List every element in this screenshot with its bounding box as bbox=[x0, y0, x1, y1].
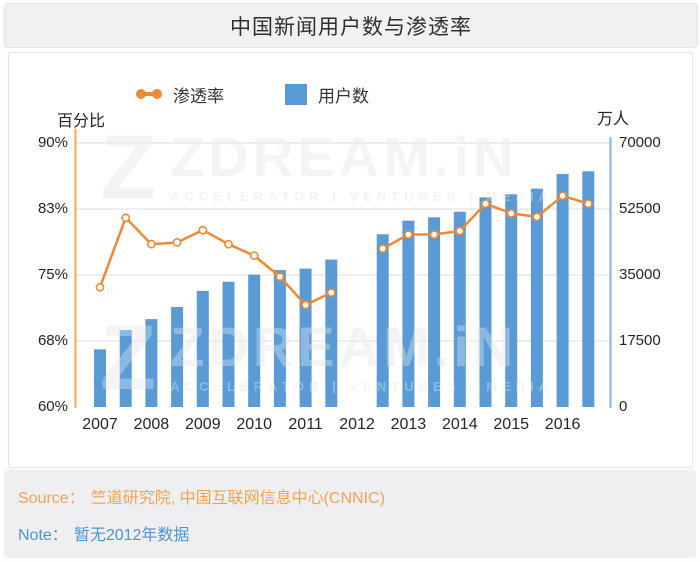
users-bar bbox=[145, 319, 158, 407]
users-bar bbox=[530, 188, 543, 407]
title-bar: 中国新闻用户数与渗透率 bbox=[4, 3, 698, 48]
legend-label-penetration: 渗透率 bbox=[173, 86, 224, 106]
users-bar bbox=[505, 194, 518, 407]
penetration-point bbox=[326, 288, 336, 297]
users-bar bbox=[119, 330, 132, 407]
users-bar bbox=[248, 274, 261, 407]
users-bar bbox=[428, 217, 441, 407]
x-axis-year-label: 2007 bbox=[82, 416, 118, 433]
source-text: 竺道研究院, 中国互联网信息中心(CNNIC) bbox=[90, 490, 385, 507]
x-axis-year-label: 2016 bbox=[544, 416, 581, 433]
penetration-line bbox=[98, 216, 332, 307]
line-legend-icon bbox=[136, 89, 162, 99]
users-bar bbox=[582, 171, 595, 407]
users-bar bbox=[222, 281, 235, 407]
left-axis-tick: 60% bbox=[37, 398, 68, 415]
users-bar bbox=[196, 290, 209, 407]
x-axis-year-label: 2010 bbox=[236, 416, 272, 433]
penetration-point bbox=[558, 191, 567, 201]
penetration-point bbox=[121, 213, 131, 223]
penetration-point bbox=[429, 230, 439, 239]
penetration-point bbox=[198, 225, 208, 235]
footer: Source： 竺道研究院, 中国互联网信息中心(CNNIC) Note： 暂无20… bbox=[4, 470, 696, 558]
penetration-point bbox=[146, 239, 156, 249]
penetration-point bbox=[301, 300, 310, 310]
users-bar bbox=[376, 234, 389, 407]
source-label: Source： bbox=[18, 490, 85, 507]
x-axis-year-label: 2015 bbox=[493, 416, 529, 433]
x-axis-year-label: 2011 bbox=[288, 416, 323, 433]
penetration-point bbox=[532, 212, 542, 222]
penetration-point bbox=[95, 282, 105, 292]
users-bar bbox=[171, 307, 184, 407]
legend-item-users[interactable]: 用户数 bbox=[285, 83, 369, 106]
penetration-point bbox=[249, 251, 259, 261]
users-bar bbox=[325, 259, 338, 407]
note-line: Note： 暂无2012年数据 bbox=[18, 521, 189, 545]
left-axis-tick: 75% bbox=[37, 266, 68, 283]
penetration-point bbox=[583, 199, 593, 209]
users-bar bbox=[94, 349, 106, 407]
source-line: Source： 竺道研究院, 中国互联网信息中心(CNNIC) bbox=[18, 484, 385, 508]
note-text: 暂无2012年数据 bbox=[73, 527, 190, 544]
right-axis-tick: 0 bbox=[619, 398, 628, 415]
penetration-point bbox=[506, 208, 516, 218]
penetration-point bbox=[403, 230, 413, 239]
right-axis-tick: 35000 bbox=[619, 266, 661, 283]
bar-legend-swatch-icon bbox=[285, 83, 307, 105]
legend-label-users: 用户数 bbox=[318, 86, 369, 106]
x-axis-year-label: 2009 bbox=[185, 416, 221, 433]
right-axis-tick: 17500 bbox=[619, 332, 661, 349]
x-axis-year-label: 2014 bbox=[442, 416, 478, 433]
penetration-point bbox=[455, 226, 465, 236]
x-axis-year-label: 2013 bbox=[390, 416, 427, 433]
penetration-point bbox=[378, 244, 388, 253]
right-axis-tick: 52500 bbox=[619, 200, 661, 217]
note-label: Note： bbox=[18, 527, 68, 544]
left-axis-tick: 83% bbox=[37, 200, 68, 217]
left-axis-title: 百分比 bbox=[56, 113, 105, 130]
penetration-point bbox=[172, 238, 182, 247]
users-bar bbox=[556, 173, 569, 407]
users-bar bbox=[453, 211, 466, 407]
x-axis-year-label: 2012 bbox=[339, 416, 375, 433]
users-bar bbox=[299, 268, 312, 407]
x-axis-year-label: 2008 bbox=[133, 416, 170, 433]
penetration-point bbox=[275, 272, 285, 282]
penetration-point bbox=[481, 199, 490, 209]
right-axis-tick: 70000 bbox=[619, 134, 661, 151]
users-bar bbox=[402, 220, 415, 407]
penetration-point bbox=[224, 239, 233, 249]
left-axis-tick: 90% bbox=[37, 134, 68, 151]
right-axis-title: 万人 bbox=[596, 111, 629, 128]
users-bar bbox=[479, 197, 492, 407]
left-axis-tick: 68% bbox=[37, 332, 68, 349]
users-bar bbox=[273, 270, 286, 407]
page-title: 中国新闻用户数与渗透率 bbox=[230, 15, 472, 39]
legend-item-penetration[interactable]: 渗透率 bbox=[136, 83, 224, 106]
